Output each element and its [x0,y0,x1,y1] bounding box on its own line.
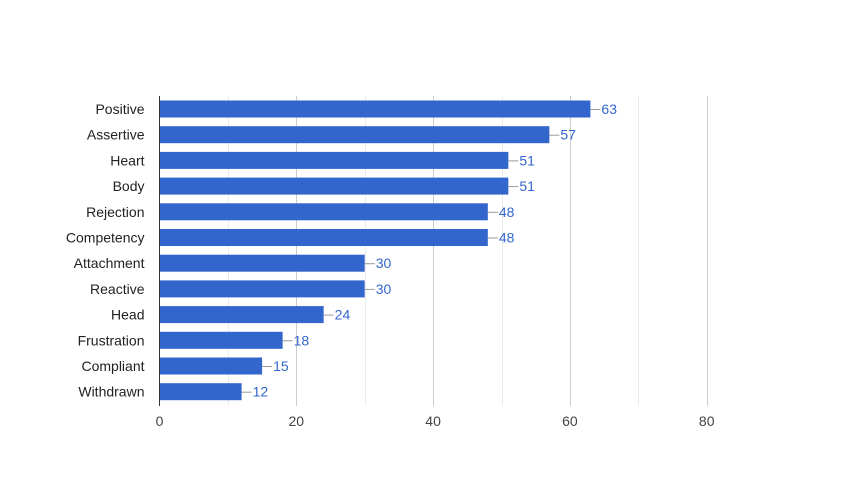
bar [159,280,365,298]
category-label: Withdrawn [78,384,144,400]
bar [159,383,242,401]
x-tick-label: 60 [562,413,578,429]
data-label: 57 [560,127,576,143]
category-label: Reactive [90,281,145,297]
category-label: Attachment [74,255,145,271]
category-label: Heart [110,152,144,168]
data-label: 30 [376,281,392,297]
data-label: 48 [499,204,515,220]
category-label: Head [111,307,144,323]
bar [159,151,509,169]
x-tick-label: 0 [156,413,164,429]
category-label: Assertive [87,127,145,143]
bar [159,306,324,324]
bar [159,177,509,195]
data-label: 51 [519,152,535,168]
bar [159,126,550,144]
data-label: 48 [499,230,515,246]
x-tick-label: 20 [289,413,305,429]
category-label: Positive [95,101,144,117]
bar [159,357,263,375]
gridlines [228,96,708,406]
data-label: 63 [601,101,617,117]
category-label: Body [113,178,145,194]
labels: 0 20 40 60 80 Positive 63 Assertive 57 Heart 51 Bod… [66,101,715,429]
bar [159,203,488,221]
bar [159,100,591,118]
data-label: 51 [519,178,535,194]
data-label: 24 [335,307,351,323]
data-label: 15 [273,358,289,374]
bars [159,100,591,401]
category-label: Frustration [78,332,145,348]
bar [159,254,365,272]
bar [159,229,488,246]
bar [159,331,283,349]
category-label: Rejection [86,204,144,220]
category-label: Competency [66,230,145,246]
category-label: Compliant [81,358,144,374]
data-label: 30 [376,255,392,271]
data-label: 12 [253,384,269,400]
data-label: 18 [294,332,310,348]
x-tick-label: 80 [699,413,715,429]
x-tick-label: 40 [425,413,441,429]
